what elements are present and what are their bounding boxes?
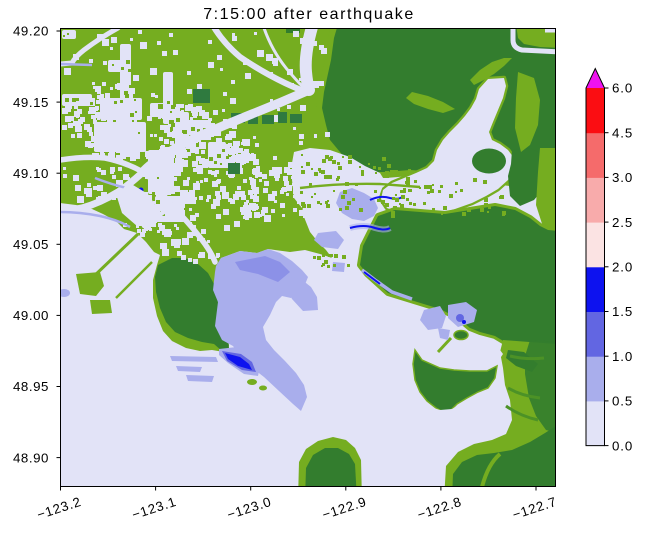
svg-text:6.0: 6.0 xyxy=(612,81,633,96)
svg-text:4.5: 4.5 xyxy=(612,125,633,140)
svg-text:49.20: 49.20 xyxy=(13,24,49,39)
svg-text:49.00: 49.00 xyxy=(13,308,49,323)
svg-text:0.0: 0.0 xyxy=(612,438,633,453)
svg-text:2.0: 2.0 xyxy=(612,260,633,275)
svg-text:49.05: 49.05 xyxy=(13,237,49,252)
svg-text:2.5: 2.5 xyxy=(612,215,633,230)
svg-text:1.5: 1.5 xyxy=(612,304,633,319)
svg-text:49.10: 49.10 xyxy=(13,166,49,181)
svg-text:0.5: 0.5 xyxy=(612,394,633,409)
svg-text:48.90: 48.90 xyxy=(13,450,49,465)
svg-text:7:15:00 after earthquake: 7:15:00 after earthquake xyxy=(203,6,415,23)
svg-text:49.15: 49.15 xyxy=(13,95,49,110)
svg-text:1.0: 1.0 xyxy=(612,349,633,364)
svg-text:48.95: 48.95 xyxy=(13,379,49,394)
svg-text:3.0: 3.0 xyxy=(612,170,633,185)
